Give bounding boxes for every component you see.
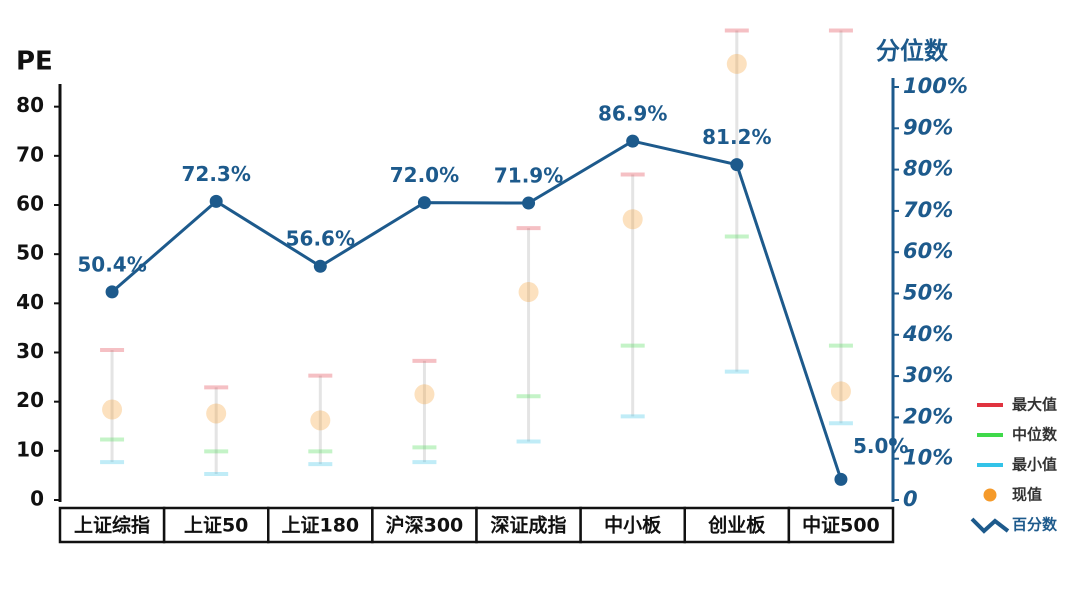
y2-tick-label: 60% [903,239,953,263]
y-tick-label: 10 [16,437,44,461]
y2-tick-label: 80% [903,157,953,181]
legend-label: 现值 [1012,486,1042,504]
y-tick-label: 0 [30,487,44,511]
current-dot [102,399,123,420]
y2-tick-label: 0 [903,487,918,511]
x-tick-label: 上证180 [281,515,359,537]
current-dot [830,381,851,402]
percentile-label: 5.0% [853,434,908,458]
category-cell [58,506,166,544]
percentile-label: 72.3% [181,162,250,186]
percentile-dot [313,259,327,273]
y-tick-label: 50 [16,241,44,265]
x-tick-label: 深证成指 [491,514,567,537]
percentile-line [111,139,843,480]
category-cell [683,506,791,544]
percentile-label: 72.0% [390,163,459,187]
category-cell [162,506,270,544]
y2-tick-label: 90% [903,115,953,139]
current-dot [310,410,331,431]
y2-tick-label: 50% [903,281,953,305]
legend-label: 最小值 [1012,456,1057,474]
category-cell [371,506,478,544]
y-axis-title: PE [16,47,53,77]
x-tick-label: 创业板 [707,514,766,537]
y-tick-label: 60 [16,192,44,216]
x-tick-label: 沪深300 [386,514,464,537]
x-tick-label: 中证500 [802,514,880,537]
y2-tick-label: 20% [903,404,953,428]
x-tick-label: 上证综指 [74,514,150,537]
percentile-label: 71.9% [494,164,563,188]
y-tick-label: 70 [16,142,44,166]
percentile-label: 81.2% [702,125,771,149]
percentile-dot [522,196,536,210]
percentile-dot [834,472,848,486]
y2-tick-label: 70% [903,198,953,222]
percentile-dot [209,194,223,208]
y2-tick-label: 100% [903,74,968,98]
y-tick-label: 80 [16,93,44,117]
y-tick-label: 20 [16,388,44,412]
current-dot [726,53,747,74]
current-dot [206,403,227,424]
y2-tick-label: 40% [902,322,953,346]
legend-label: 百分数 [1012,516,1058,534]
y-tick-label: 40 [16,290,44,314]
legend-swatch [983,488,997,502]
legend-label: 中位数 [1012,426,1058,444]
y2-axis-title: 分位数 [876,37,949,65]
category-cell [267,506,374,544]
percentile-label: 86.9% [598,102,667,126]
current-dot [518,282,539,303]
percentile-label: 50.4% [77,252,146,276]
percentile-dot [626,134,640,148]
y-tick-label: 30 [16,339,44,363]
percentile-label: 56.6% [286,227,355,251]
x-tick-label: 上证50 [184,515,248,537]
category-cell [579,506,686,544]
percentile-dot [730,158,744,172]
category-cell [787,506,895,544]
y2-tick-label: 10% [903,446,953,470]
y2-tick-label: 30% [903,363,953,387]
legend-label: 最大值 [1012,396,1057,414]
current-dot [622,209,643,230]
legend-swatch [970,517,1010,534]
current-dot [414,384,435,405]
x-tick-label: 中小板 [604,514,662,537]
percentile-dot [417,196,431,210]
percentile-dot [105,285,119,299]
